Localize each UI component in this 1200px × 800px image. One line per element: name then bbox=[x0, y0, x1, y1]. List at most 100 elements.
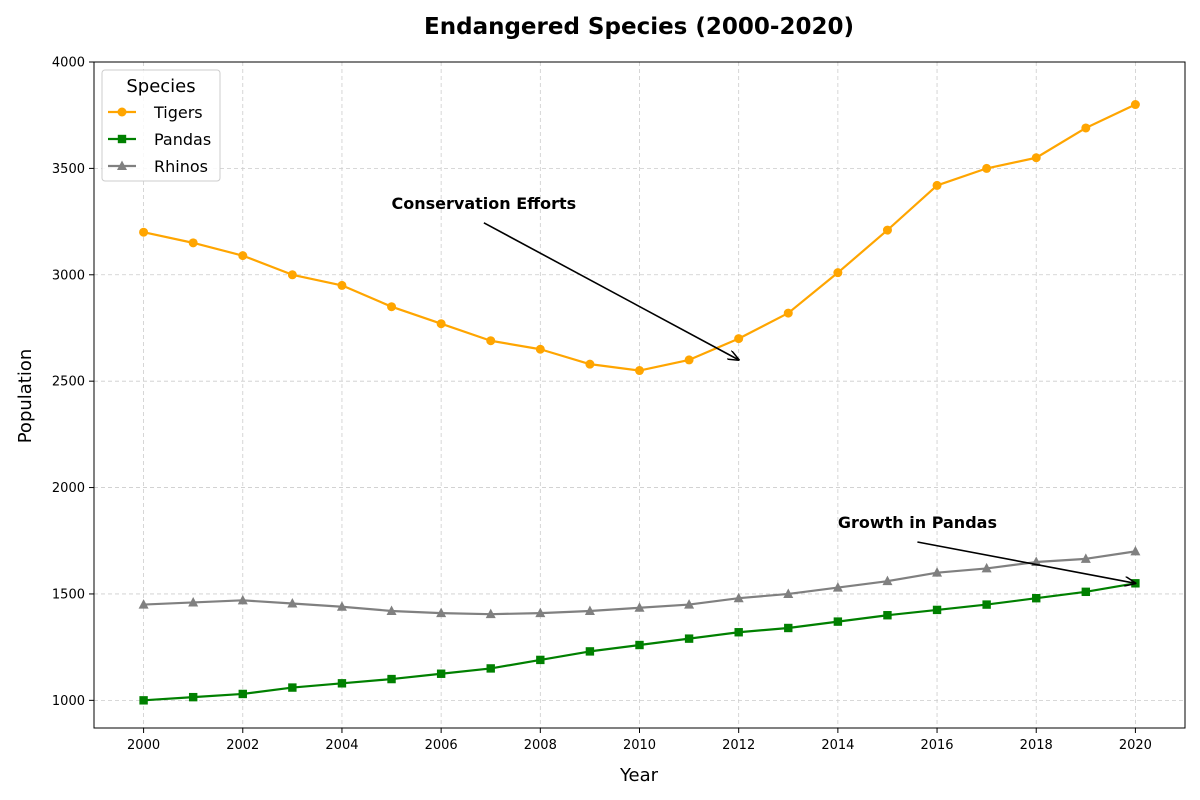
pandas-point bbox=[337, 679, 347, 688]
tigers-point bbox=[486, 336, 496, 346]
tigers-point bbox=[238, 251, 248, 261]
pandas-point bbox=[1081, 587, 1091, 597]
tigers-point bbox=[188, 238, 198, 248]
annotation: Growth in Pandas bbox=[838, 513, 1136, 583]
x-tick-label: 2014 bbox=[821, 738, 854, 753]
rhinos-point bbox=[535, 607, 546, 618]
legend-marker bbox=[117, 107, 127, 117]
pandas-point bbox=[188, 692, 198, 702]
y-axis-label: Population bbox=[15, 349, 36, 444]
y-tick-label: 1500 bbox=[52, 587, 85, 602]
annotation-arrow bbox=[483, 222, 739, 360]
rhinos-point bbox=[386, 605, 397, 615]
rhinos-point bbox=[1080, 553, 1091, 563]
tigers-point bbox=[1081, 123, 1091, 133]
pandas-point bbox=[833, 617, 843, 626]
tigers-point bbox=[882, 225, 892, 235]
y-tick-label: 4000 bbox=[52, 56, 85, 71]
tigers-point bbox=[982, 163, 992, 173]
pandas-point bbox=[238, 689, 247, 699]
pandas-point bbox=[436, 669, 446, 678]
rhinos-point bbox=[783, 588, 794, 598]
y-tick-label: 2500 bbox=[52, 375, 85, 390]
tigers-point bbox=[932, 180, 942, 190]
rhinos-point bbox=[932, 567, 943, 577]
x-tick-label: 2002 bbox=[226, 738, 259, 753]
rhinos-point bbox=[832, 582, 843, 592]
rhinos-point bbox=[882, 575, 893, 586]
x-tick-label: 2010 bbox=[623, 738, 656, 753]
pandas-point bbox=[932, 605, 942, 615]
rhinos-point bbox=[485, 608, 496, 619]
rhinos-point bbox=[436, 607, 447, 618]
x-tick-label: 2004 bbox=[325, 738, 358, 753]
y-tick-label: 2000 bbox=[52, 481, 85, 496]
x-tick-label: 2016 bbox=[920, 738, 953, 753]
tigers-point bbox=[783, 308, 793, 318]
pandas-point bbox=[635, 640, 644, 650]
tigers-point bbox=[684, 355, 694, 365]
x-tick-label: 2006 bbox=[425, 738, 458, 753]
rhinos-point bbox=[287, 598, 298, 608]
chart-title: Endangered Species (2000-2020) bbox=[424, 14, 854, 40]
rhinos-point bbox=[733, 592, 744, 603]
y-tick-label: 1000 bbox=[52, 694, 85, 709]
annotation-text: Conservation Efforts bbox=[392, 194, 577, 213]
legend-label: Rhinos bbox=[154, 157, 208, 176]
tigers-point bbox=[833, 268, 843, 278]
ticks: 2000 2002 2004 2006 2008 2010 2012 2014 2016 2018… bbox=[52, 56, 1152, 754]
y-tick-label: 3500 bbox=[52, 162, 85, 177]
pandas-point bbox=[536, 655, 545, 665]
pandas-point bbox=[585, 647, 595, 656]
pandas-point bbox=[684, 634, 694, 643]
rhinos-point bbox=[634, 602, 645, 612]
rhinos-point bbox=[138, 599, 149, 609]
legend-label: Tigers bbox=[153, 103, 203, 122]
x-tick-label: 2008 bbox=[524, 738, 557, 753]
annotation: Conservation Efforts bbox=[392, 194, 739, 360]
rhinos-point bbox=[188, 596, 199, 607]
rhinos-point bbox=[684, 599, 695, 609]
annotation-text: Growth in Pandas bbox=[838, 513, 997, 532]
legend-label: Pandas bbox=[154, 130, 211, 149]
pandas-point bbox=[288, 683, 297, 692]
annotation-arrow bbox=[917, 541, 1135, 583]
rhinos-point bbox=[584, 605, 595, 615]
series-layer bbox=[138, 100, 1141, 705]
legend-marker bbox=[117, 160, 127, 170]
pandas-point bbox=[883, 611, 892, 620]
series-tigers bbox=[139, 100, 1140, 376]
legend: Species Tigers Pandas Rhinos bbox=[101, 69, 221, 182]
pandas-point bbox=[387, 674, 396, 684]
x-tick-label: 2018 bbox=[1020, 738, 1053, 753]
legend-title: Species bbox=[126, 76, 195, 97]
x-axis-label: Year bbox=[619, 765, 659, 786]
pandas-point bbox=[982, 600, 991, 609]
pandas-point bbox=[784, 623, 793, 633]
pandas-point bbox=[734, 628, 743, 637]
tigers-point bbox=[139, 227, 149, 237]
tigers-point bbox=[387, 302, 397, 312]
legend-item-rhinos: Rhinos bbox=[108, 157, 208, 176]
rhinos-point bbox=[237, 594, 248, 605]
tigers-point bbox=[635, 366, 644, 376]
x-tick-label: 2000 bbox=[127, 738, 160, 753]
pandas-point bbox=[139, 696, 148, 705]
pandas-point bbox=[486, 664, 495, 673]
tigers-point bbox=[1031, 153, 1041, 163]
rhinos-point bbox=[1130, 545, 1141, 556]
tigers-point bbox=[585, 359, 595, 369]
y-tick-label: 3000 bbox=[52, 268, 85, 283]
legend-item-tigers: Tigers bbox=[108, 103, 203, 122]
pandas-point bbox=[1032, 594, 1041, 603]
x-tick-label: 2012 bbox=[722, 738, 755, 753]
rhinos-point bbox=[336, 601, 347, 611]
legend-marker bbox=[117, 134, 127, 144]
tigers-point bbox=[287, 270, 297, 280]
tigers-point bbox=[734, 334, 744, 344]
tigers-point bbox=[337, 280, 347, 290]
tigers-point bbox=[535, 344, 545, 354]
tigers-point bbox=[1130, 100, 1140, 110]
